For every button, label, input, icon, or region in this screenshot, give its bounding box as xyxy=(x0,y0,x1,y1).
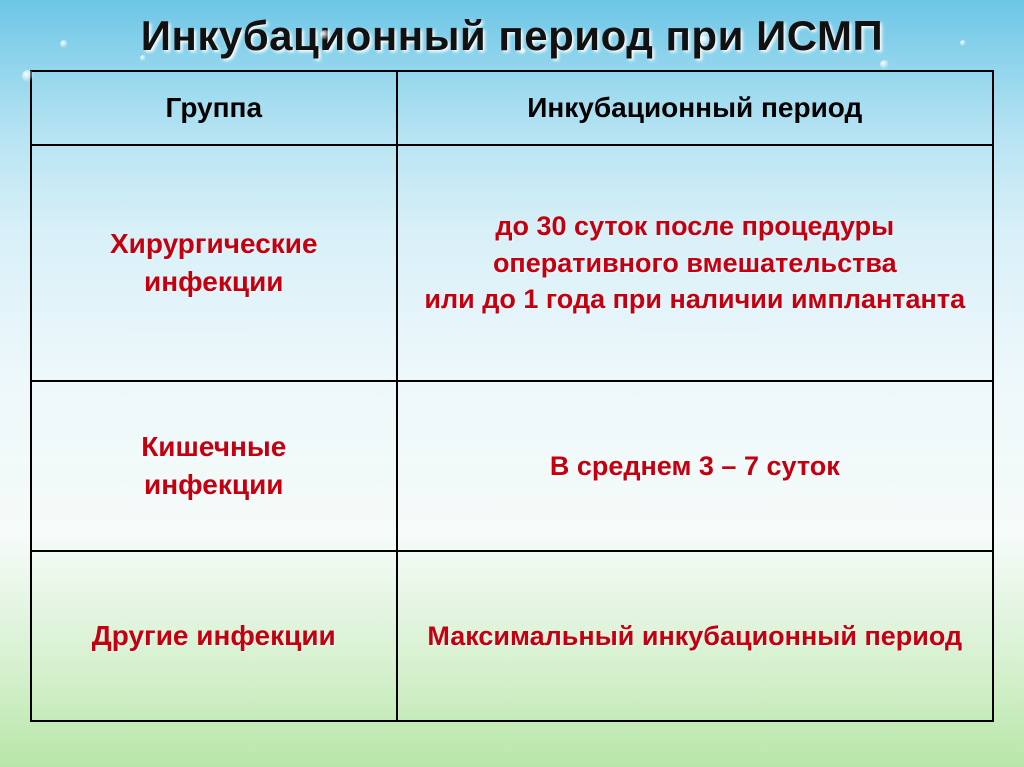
period-text-line: до 30 суток после процедуры оперативного… xyxy=(493,211,897,277)
slide-title: Инкубационный период при ИСМП xyxy=(30,12,994,60)
period-text-line: Максимальный инкубационный период xyxy=(427,621,962,651)
header-period: Инкубационный период xyxy=(397,71,993,145)
period-text-line: В среднем 3 – 7 суток xyxy=(550,451,840,481)
group-text-line: Хирургические xyxy=(110,228,318,259)
incubation-table: Группа Инкубационный период Хирургически… xyxy=(30,70,994,722)
slide: Инкубационный период при ИСМП Группа Инк… xyxy=(0,0,1024,767)
cell-group-surgical: Хирургические инфекции xyxy=(31,145,397,381)
group-text-line: инфекции xyxy=(144,266,283,297)
group-text-line: Другие инфекции xyxy=(92,620,336,651)
header-group: Группа xyxy=(31,71,397,145)
cell-period-surgical: до 30 суток после процедуры оперативного… xyxy=(397,145,993,381)
cell-group-intestinal: Кишечные инфекции xyxy=(31,381,397,551)
cell-period-other: Максимальный инкубационный период xyxy=(397,551,993,721)
table-row: Другие инфекции Максимальный инкубационн… xyxy=(31,551,993,721)
cell-period-intestinal: В среднем 3 – 7 суток xyxy=(397,381,993,551)
table-row: Хирургические инфекции до 30 суток после… xyxy=(31,145,993,381)
table-header-row: Группа Инкубационный период xyxy=(31,71,993,145)
group-text-line: Кишечные xyxy=(141,431,286,462)
table-row: Кишечные инфекции В среднем 3 – 7 суток xyxy=(31,381,993,551)
group-text-line: инфекции xyxy=(144,469,283,500)
period-text-line: или до 1 года при наличии имплантанта xyxy=(424,284,965,314)
cell-group-other: Другие инфекции xyxy=(31,551,397,721)
